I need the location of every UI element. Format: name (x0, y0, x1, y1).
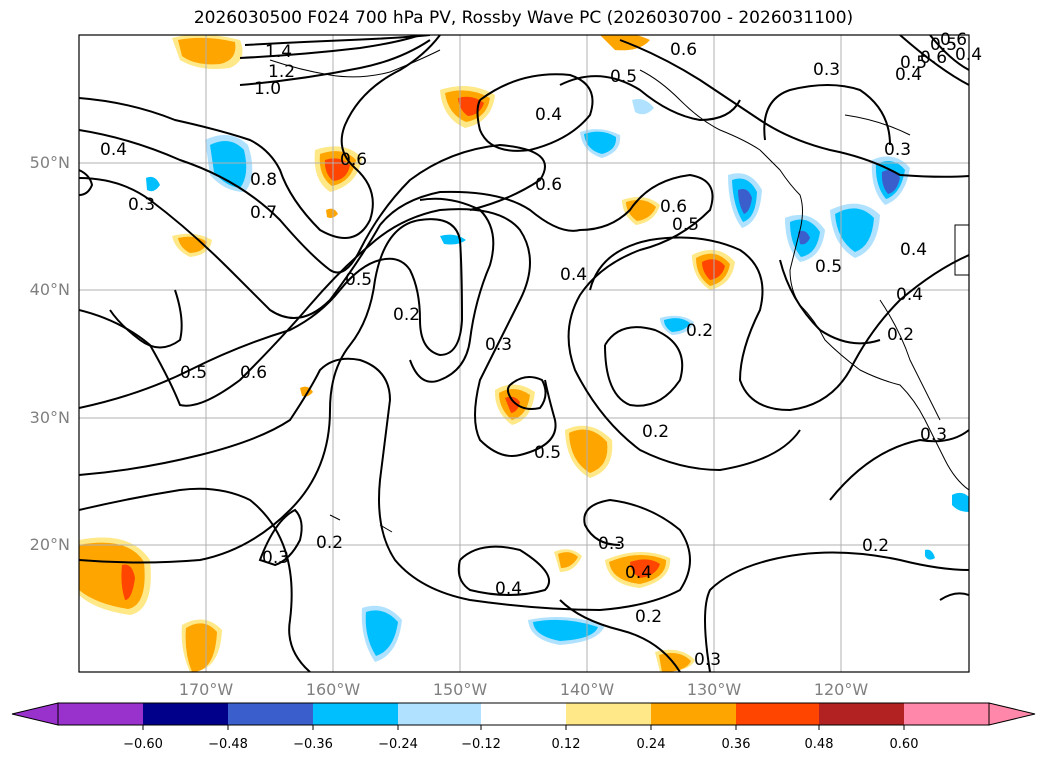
contour-label: 0.2 (316, 533, 343, 553)
colorbar-tick-label: −0.24 (378, 737, 418, 752)
contour-label: 0.3 (598, 534, 625, 554)
contour-label: 0.3 (694, 650, 721, 670)
contour-label: 1.2 (268, 62, 295, 82)
colorbar-segment (819, 703, 904, 725)
colorbar-segment (398, 703, 481, 725)
contour-label: 0.6 (535, 175, 562, 195)
colorbar-segment (313, 703, 398, 725)
contour-label: 0.7 (250, 203, 277, 223)
contour-label: 0.3 (884, 140, 911, 160)
contour-label: 0.4 (100, 140, 127, 160)
contour-label: 0.3 (920, 425, 947, 445)
colorbar-segment (228, 703, 313, 725)
contour-label: 0.5 (815, 257, 842, 277)
colorbar-tick-label: 0.60 (889, 737, 919, 752)
lon-label-150w: 150°W (432, 680, 488, 699)
colorbar-tick-label: −0.36 (293, 737, 333, 752)
map-frame (78, 34, 970, 673)
contour-label: 0.6 (920, 48, 947, 68)
pv-contours (79, 35, 969, 672)
colorbar-extend-min (11, 702, 59, 726)
contour-label: 0.8 (250, 170, 277, 190)
colorbar-tick-label: 0.12 (551, 737, 581, 752)
contour-label: 0.4 (495, 579, 522, 599)
colorbar-tick-label: −0.60 (123, 737, 163, 752)
colorbar-segment (143, 703, 228, 725)
contour-label: 0.4 (896, 285, 923, 305)
coastlines (269, 49, 969, 533)
colorbar-segment (481, 703, 566, 725)
colorbar-segment (904, 703, 989, 725)
contour-label: 0.5 (180, 363, 207, 383)
contour-label: 0.6 (340, 150, 367, 170)
colorbar (11, 702, 1036, 730)
lon-label-160w: 160°W (305, 680, 361, 699)
contour-label: 0.4 (900, 240, 927, 260)
contour-label: 0.3 (128, 195, 155, 215)
contour-label: 0.3 (485, 335, 512, 355)
contour-label: 0.3 (262, 548, 289, 568)
contour-label: 0.5 (900, 53, 927, 73)
colorbar-segment (566, 703, 651, 725)
colorbar-extend-max (988, 702, 1036, 726)
contour-label: 0.2 (686, 321, 713, 341)
lat-label-20n: 20°N (29, 535, 70, 554)
map-title: 2026030500 F024 700 hPa PV, Rossby Wave … (193, 8, 854, 28)
contour-label: 0.5 (672, 215, 699, 235)
colorbar-segment (736, 703, 819, 725)
lon-label-120w: 120°W (813, 680, 869, 699)
colorbar-segment (58, 703, 143, 725)
contour-label: 0.6 (660, 197, 687, 217)
lon-label-130w: 130°W (686, 680, 742, 699)
colorbar-tick-label: −0.12 (461, 737, 501, 752)
contour-labels: 1.4 1.2 1.0 0.4 0.3 0.8 0.7 0.6 0.5 0.4 … (100, 30, 982, 670)
contour-label: 0.4 (625, 563, 652, 583)
contour-label: 0.2 (635, 607, 662, 627)
pv-anomaly-fills (79, 35, 969, 672)
colorbar-segment (651, 703, 736, 725)
contour-label: 0.4 (560, 265, 587, 285)
lon-label-140w: 140°W (559, 680, 615, 699)
graticule (79, 35, 969, 672)
contour-label: 0.5 (610, 67, 637, 87)
lon-label-170w: 170°W (178, 680, 234, 699)
contour-label: 0.4 (895, 65, 922, 85)
contour-label: 0.6 (670, 40, 697, 60)
contour-label: 0.2 (887, 325, 914, 345)
lat-label-50n: 50°N (29, 153, 70, 172)
colorbar-tick-label: −0.48 (208, 737, 248, 752)
contour-label: 1.4 (265, 42, 292, 62)
lat-label-30n: 30°N (29, 408, 70, 427)
lat-label-40n: 40°N (29, 280, 70, 299)
contour-label: 0.2 (393, 305, 420, 325)
contour-label: 0.4 (535, 105, 562, 125)
colorbar-tick-label: 0.24 (636, 737, 666, 752)
contour-label: 0.5 (534, 443, 561, 463)
contour-label: 0.6 (240, 363, 267, 383)
contour-label: 0.2 (642, 422, 669, 442)
contour-label: 0.5 (930, 35, 957, 55)
contour-label: 0.5 (345, 270, 372, 290)
colorbar-tick-label: 0.48 (804, 737, 834, 752)
contour-label: 0.3 (813, 60, 840, 80)
contour-label: 0.2 (862, 536, 889, 556)
colorbar-tick-label: 0.36 (721, 737, 751, 752)
contour-label: 1.0 (254, 79, 281, 99)
